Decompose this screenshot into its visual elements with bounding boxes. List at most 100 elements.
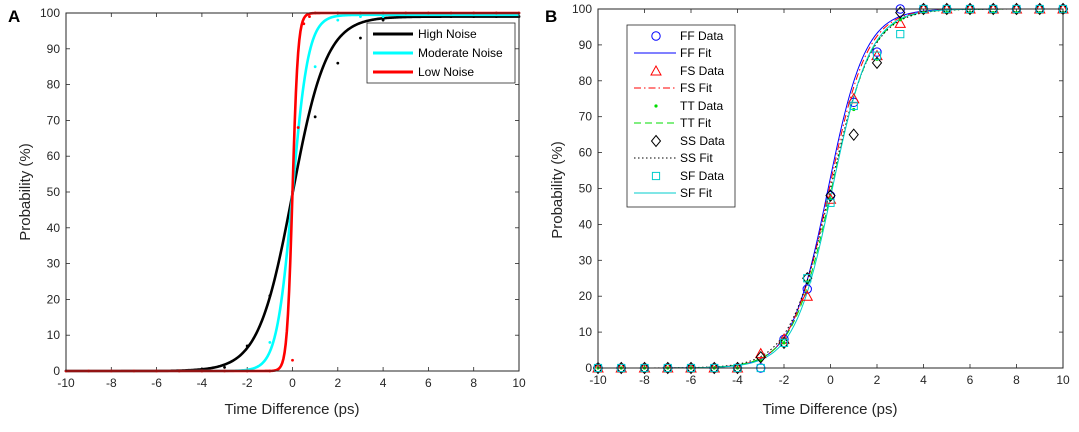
y-tick-label: 80: [47, 78, 61, 92]
y-axis-label-b: Probability (%): [549, 141, 566, 239]
data-point-high-noise: [313, 115, 317, 119]
legend-label-fs-fit: FS Fit: [680, 81, 713, 95]
x-tick-labels-b: -10 -8 -6 -4 -2 0 2 4 6 8 10: [589, 373, 1070, 387]
data-point-low-noise: [296, 126, 300, 129]
y-tick-label: 0: [53, 364, 60, 378]
legend-label-ss-data: SS Data: [680, 134, 725, 148]
data-point-ss: [592, 361, 604, 375]
data-point-sf: [849, 101, 858, 111]
legend-label-ff-fit: FF Fit: [680, 46, 712, 60]
panel-label-b: B: [545, 7, 557, 26]
x-tick-label: -10: [589, 373, 607, 387]
data-point-low-noise: [291, 358, 294, 362]
data-point-ss: [732, 361, 743, 375]
data-point-ss: [988, 2, 999, 16]
y-tick-label: 80: [579, 74, 593, 88]
data-point-low-noise: [302, 22, 306, 26]
data-point-ss: [848, 128, 859, 141]
legend-items-b: [634, 31, 676, 194]
data-point-sf: [896, 30, 905, 39]
x-tick-label: -8: [106, 376, 117, 390]
data-point-sf: [826, 198, 835, 207]
x-tick-label: 10: [512, 376, 526, 390]
data-point-ss: [778, 336, 790, 350]
data-point-fs: [754, 347, 767, 359]
legend-label-sf-fit: SF Fit: [680, 186, 713, 200]
data-point-ff: [872, 47, 882, 57]
legend-label-tt-fit: TT Fit: [680, 116, 712, 130]
y-tick-label: 30: [579, 253, 593, 267]
x-tick-label: 0: [827, 373, 834, 387]
x-tick-label: 8: [470, 376, 477, 390]
x-tick-label: -2: [779, 373, 790, 387]
x-tick-label: -6: [151, 376, 162, 390]
legend-marker-tt: [654, 104, 658, 108]
x-tick-label: -10: [57, 376, 75, 390]
legend-label-high-noise: High Noise: [418, 27, 477, 41]
x-axis-label-a: Time Difference (ps): [224, 401, 359, 418]
data-point-ss: [964, 2, 976, 16]
legend-label-fs-data: FS Data: [680, 64, 724, 78]
y-tick-label: 90: [47, 42, 61, 56]
x-tick-label: -2: [242, 376, 253, 390]
y-tick-label: 60: [47, 149, 61, 163]
data-point-moderate-noise: [336, 18, 340, 22]
data-point-ss: [941, 2, 952, 16]
y-tick-label: 70: [579, 110, 593, 124]
y-tick-label: 20: [47, 292, 61, 306]
data-point-ss: [616, 361, 627, 375]
x-tick-label: 4: [380, 376, 387, 390]
y-tick-label: 70: [47, 113, 61, 127]
data-point-high-noise: [359, 36, 362, 40]
data-point-ss: [1011, 2, 1022, 16]
legend-label-sf-data: SF Data: [680, 169, 724, 183]
data-point-high-noise: [381, 18, 385, 22]
data-point-high-noise: [245, 344, 249, 348]
y-tick-label: 10: [579, 325, 593, 339]
legend-a: High Noise Moderate Noise Low Noise: [366, 22, 516, 84]
y-tick-label: 40: [47, 221, 61, 235]
legend-marker-sf: [651, 171, 661, 181]
y-tick-labels-a: 0 10 20 30 40 50 60 70 80 90 100: [40, 6, 60, 378]
x-tick-label: 2: [874, 373, 881, 387]
y-tick-label: 90: [579, 38, 593, 52]
y-tick-label: 30: [47, 257, 61, 271]
legend-marker-ss: [650, 134, 662, 148]
data-point-fs: [801, 290, 814, 301]
data-point-tt: [898, 18, 902, 22]
legend-label-tt-data: TT Data: [680, 99, 723, 113]
x-tick-label: -8: [639, 373, 650, 387]
data-point-sf: [803, 274, 812, 283]
y-axis-label-a: Probability (%): [17, 143, 34, 241]
plot-frame-a: [65, 12, 520, 372]
data-point-high-noise: [336, 61, 340, 65]
legend-label-moderate-noise: Moderate Noise: [418, 46, 503, 60]
data-point-ss: [918, 2, 929, 16]
data-point-ss: [662, 361, 673, 375]
plot-frame-b: [597, 8, 1064, 369]
y-tick-label: 100: [40, 6, 60, 20]
y-tick-label: 100: [572, 2, 592, 16]
legend-label-ss-fit: SS Fit: [680, 151, 713, 165]
x-tick-label: 2: [334, 376, 341, 390]
x-tick-label: 6: [425, 376, 432, 390]
data-point-ss: [895, 6, 906, 19]
data-point-fs: [894, 17, 907, 28]
data-point-high-noise: [268, 294, 272, 298]
data-point-ss: [755, 350, 766, 364]
data-point-sf: [779, 338, 789, 347]
data-point-ss: [802, 271, 813, 285]
data-point-ss: [825, 189, 836, 202]
data-point-moderate-noise: [359, 15, 362, 18]
legend-box-b: [626, 24, 736, 208]
x-tick-label: -4: [197, 376, 208, 390]
data-point-ss: [639, 361, 650, 375]
y-tick-labels-b: 0 10 20 30 40 50 60 70 80 90 100: [572, 2, 592, 375]
y-tick-label: 40: [579, 217, 593, 231]
y-tick-label: 50: [579, 182, 593, 196]
legend-label-ff-data: FF Data: [680, 29, 724, 43]
x-tick-label: -6: [686, 373, 697, 387]
x-tick-label: 4: [920, 373, 927, 387]
data-point-ss: [685, 361, 697, 375]
data-point-tt: [782, 341, 786, 345]
